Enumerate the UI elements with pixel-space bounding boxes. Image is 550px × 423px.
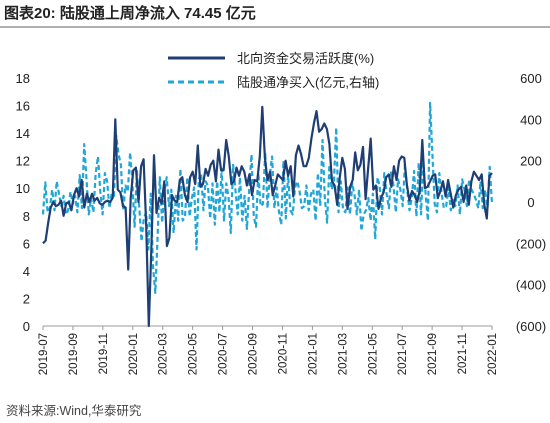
left-tick-label: 16 bbox=[16, 99, 30, 114]
x-tick-label: 2021-01 bbox=[307, 333, 319, 375]
left-tick-label: 0 bbox=[23, 319, 30, 334]
chart-title: 图表20: 陆股通上周净流入 74.45 亿元 bbox=[4, 5, 256, 22]
left-tick-label: 6 bbox=[23, 236, 30, 251]
series-line-net-buy bbox=[41, 101, 494, 294]
left-tick-label: 8 bbox=[23, 209, 30, 224]
left-axis: 0 2 4 6 8 10 12 14 16 18 bbox=[16, 71, 30, 334]
legend-label-series-1: 北向资金交易活跃度(%) bbox=[237, 51, 374, 66]
right-tick-label: 400 bbox=[520, 112, 542, 127]
x-tick-label: 2019-11 bbox=[98, 333, 110, 374]
right-tick-label: 600 bbox=[520, 71, 542, 86]
left-tick-label: 14 bbox=[16, 126, 30, 141]
source-note: 资料来源:Wind,华泰研究 bbox=[6, 404, 142, 418]
x-tick-label: 2021-05 bbox=[367, 333, 379, 375]
x-tick-label: 2020-07 bbox=[218, 333, 230, 375]
right-axis: (600) (400) (200) 0 200 400 600 bbox=[516, 71, 546, 334]
left-tick-label: 2 bbox=[23, 291, 30, 306]
x-tick-label: 2021-11 bbox=[457, 333, 469, 374]
x-tick-label: 2021-03 bbox=[337, 333, 349, 375]
left-tick-label: 10 bbox=[16, 181, 30, 196]
right-tick-label: 0 bbox=[527, 195, 534, 210]
x-axis: 2019-07 2019-09 2019-11 2020-01 2020-03 2020-… bbox=[38, 326, 499, 375]
x-tick-label: 2021-09 bbox=[427, 333, 439, 375]
x-tick-label: 2019-09 bbox=[68, 333, 80, 375]
left-tick-label: 18 bbox=[16, 71, 30, 86]
right-tick-label: (600) bbox=[516, 319, 546, 334]
x-tick-label: 2022-01 bbox=[487, 333, 499, 375]
left-tick-label: 4 bbox=[23, 264, 30, 279]
x-tick-label: 2020-01 bbox=[128, 333, 140, 375]
legend-label-series-2: 陆股通净买入(亿元,右轴) bbox=[237, 75, 379, 90]
x-tick-label: 2020-09 bbox=[248, 333, 260, 375]
x-tick-label: 2020-11 bbox=[277, 333, 289, 374]
right-tick-label: 200 bbox=[520, 154, 542, 169]
title-bar: 图表20: 陆股通上周净流入 74.45 亿元 bbox=[0, 0, 550, 28]
left-tick-label: 12 bbox=[16, 154, 30, 169]
x-tick-label: 2019-07 bbox=[38, 333, 50, 375]
right-tick-label: (200) bbox=[516, 236, 546, 251]
x-tick-label: 2021-07 bbox=[397, 333, 409, 375]
x-tick-label: 2020-05 bbox=[188, 333, 200, 375]
legend: 北向资金交易活跃度(%) 陆股通净买入(亿元,右轴) bbox=[168, 51, 379, 90]
x-tick-label: 2020-03 bbox=[158, 333, 170, 375]
series-group bbox=[41, 101, 494, 328]
series-line-activity bbox=[42, 105, 493, 328]
right-tick-label: (400) bbox=[516, 278, 546, 293]
